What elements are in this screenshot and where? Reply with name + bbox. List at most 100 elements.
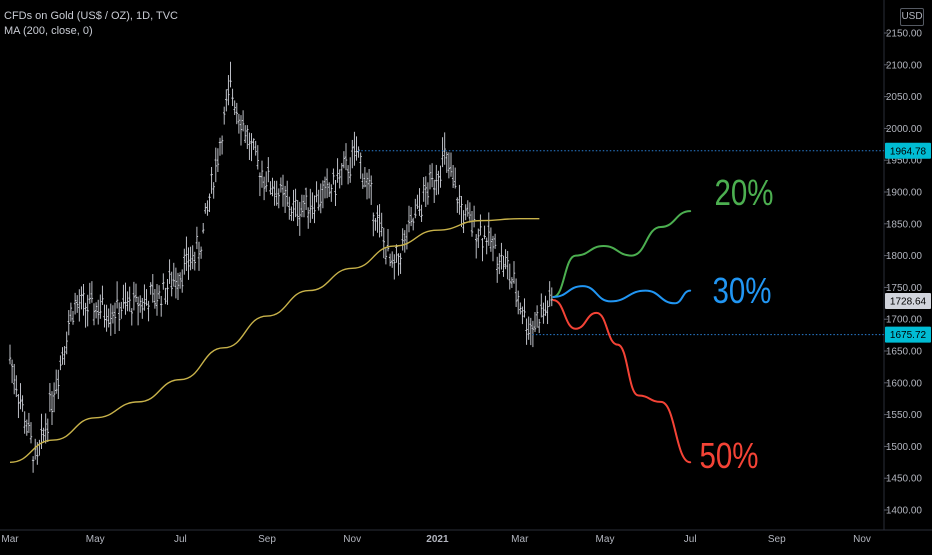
price-bar [544, 295, 547, 316]
price-bar [235, 102, 238, 125]
price-bar [174, 267, 178, 299]
price-bar [514, 278, 518, 308]
price-bar [447, 152, 451, 179]
price-bar [183, 248, 186, 275]
time-tick-label: May [86, 534, 105, 545]
price-bar [21, 395, 24, 412]
price-bar [126, 291, 129, 312]
price-bar [441, 137, 444, 168]
price-bar [166, 278, 169, 305]
time-tick-label: Sep [258, 534, 276, 545]
price-bar [538, 318, 541, 334]
price-bar [231, 88, 234, 107]
price-bar [483, 225, 486, 240]
price-bar [412, 217, 415, 231]
price-tick-label: 2050.00 [886, 92, 923, 103]
price-bar [485, 237, 488, 255]
price-bar [433, 179, 436, 203]
price-bar [309, 188, 312, 223]
price-tick-label: 2100.00 [886, 60, 923, 71]
price-bar [139, 295, 142, 313]
price-bar [262, 176, 266, 201]
price-bar [388, 253, 392, 267]
price-bar [475, 234, 478, 259]
price-bar [435, 164, 438, 196]
price-bar [185, 236, 188, 271]
price-bar [181, 269, 184, 293]
price-bar [384, 248, 388, 265]
price-bar [164, 287, 167, 305]
price-bar [227, 75, 230, 106]
price-bar [55, 369, 58, 394]
price-bar [271, 177, 274, 197]
price-bar [523, 298, 526, 318]
price-bar [399, 253, 402, 274]
price-bar [540, 293, 543, 318]
price-bar [160, 295, 163, 317]
price-bar [420, 204, 423, 222]
price-bar [71, 311, 75, 325]
symbol-title[interactable]: CFDs on Gold (US$ / OZ), 1D, TVC [4, 10, 179, 22]
level-label-bg [885, 326, 931, 343]
price-bar [493, 233, 497, 249]
price-bar [233, 100, 236, 116]
price-bar [277, 188, 280, 209]
time-tick-label: Sep [768, 534, 786, 545]
price-bar [424, 176, 427, 208]
price-bar [273, 180, 276, 206]
price-bar [325, 168, 329, 199]
price-bar [195, 226, 199, 250]
price-bar [357, 146, 360, 158]
price-bar [414, 198, 417, 219]
price-bar [212, 182, 215, 199]
price-bar [241, 110, 245, 132]
price-bar [73, 292, 77, 315]
price-bar [82, 284, 85, 316]
price-bar [275, 180, 278, 206]
price-bar [13, 363, 16, 395]
price-bar [256, 145, 259, 170]
price-bar [210, 167, 213, 194]
price-bar [454, 167, 457, 189]
price-bar [409, 207, 413, 227]
price-bar [288, 196, 291, 220]
price-bar [525, 318, 528, 345]
price-bar [460, 195, 463, 227]
time-tick-label: May [596, 534, 615, 545]
price-bar [510, 277, 514, 288]
price-bar [302, 194, 306, 218]
price-bar [334, 180, 337, 207]
price-bar [176, 272, 180, 301]
price-bar [197, 241, 201, 271]
price-bar [344, 143, 348, 171]
last-price-label: 1728.64 [890, 296, 927, 307]
price-bar [269, 181, 272, 195]
scenario-label: 50% [699, 435, 758, 475]
price-bar [94, 302, 98, 319]
price-bar [445, 151, 448, 173]
price-bar [172, 262, 175, 287]
price-bar [292, 189, 295, 222]
price-bar [153, 289, 157, 309]
price-bar [239, 115, 243, 146]
price-bar [25, 419, 28, 436]
price-bar [189, 246, 192, 271]
currency-badge[interactable]: USD [900, 8, 924, 26]
price-bars [8, 61, 553, 473]
scenario-label: 30% [712, 270, 771, 310]
price-bar [370, 175, 373, 205]
price-bar [92, 303, 96, 326]
price-bar [336, 158, 339, 183]
price-bar [229, 61, 232, 88]
price-bar [403, 230, 406, 253]
price-bar [468, 202, 472, 223]
price-bar [481, 237, 484, 262]
indicator-title[interactable]: MA (200, close, 0) [4, 25, 93, 37]
price-bar [29, 422, 33, 444]
price-bar [363, 167, 367, 188]
price-bar [8, 344, 12, 365]
price-bar [244, 125, 247, 143]
